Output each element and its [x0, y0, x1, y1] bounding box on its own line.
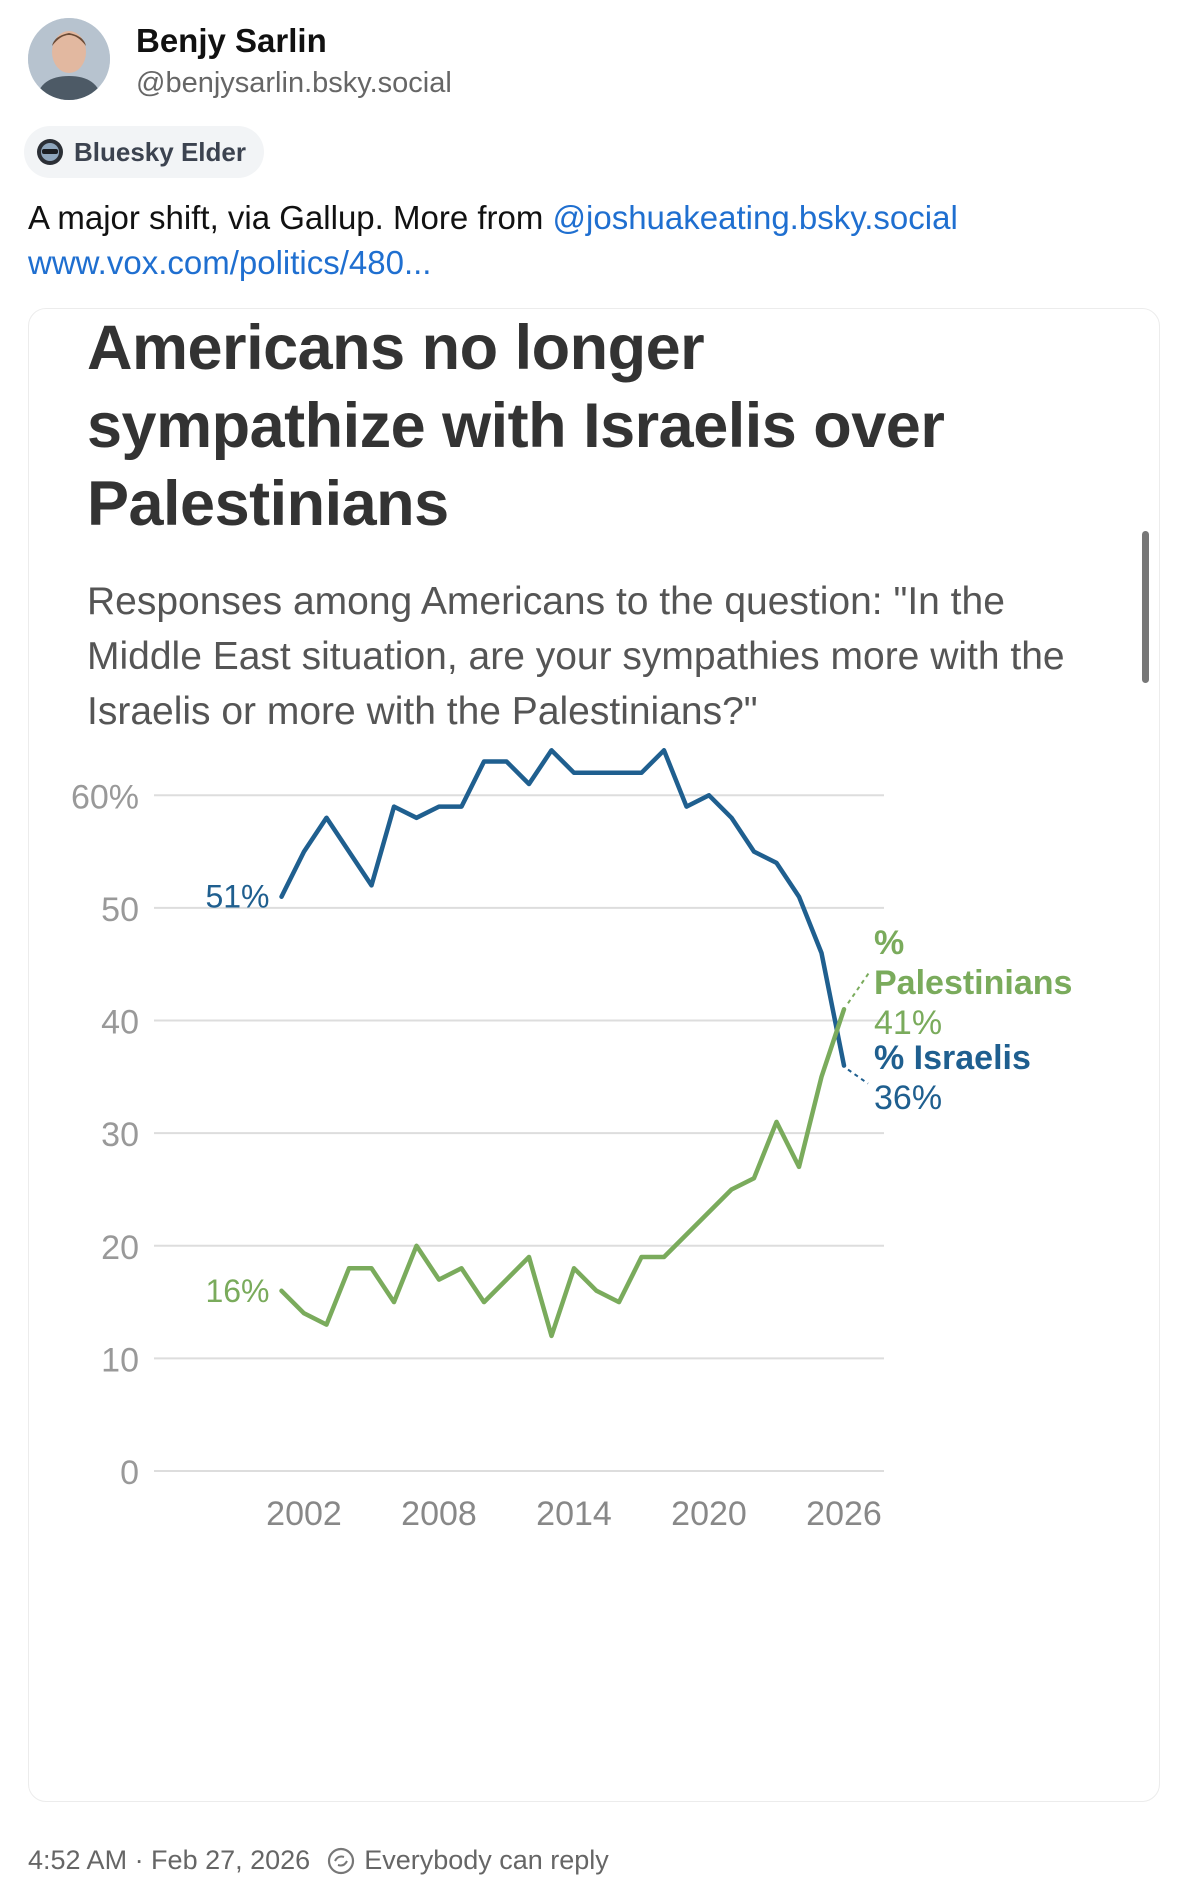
- series-line-israelis: [279, 748, 847, 1068]
- embedded-chart-image[interactable]: Americans no longer sympathize with Isra…: [28, 308, 1160, 1802]
- israelis-end-label: % Israelis: [874, 1039, 1031, 1077]
- israelis-leader-line: [847, 1068, 869, 1085]
- post-footer: 4:52 AM · Feb 27, 2026 Everybody can rep…: [28, 1845, 609, 1876]
- reply-setting[interactable]: Everybody can reply: [364, 1845, 609, 1875]
- palestinians-end-label: Palestinians: [874, 964, 1072, 1002]
- reply-settings-icon: [328, 1847, 355, 1874]
- israelis-end-value: 36%: [874, 1079, 942, 1117]
- line-chart: 0 10 20 30 40 50 60% 2002 2008 2014 2020 2026 51% 16%…: [71, 748, 1072, 1533]
- y-tick-label: 60%: [71, 778, 139, 816]
- badge-label: Bluesky Elder: [74, 136, 246, 167]
- series-start-label: 16%: [205, 1273, 269, 1309]
- x-tick-label: 2020: [671, 1495, 747, 1533]
- x-tick-label: 2008: [401, 1495, 477, 1533]
- x-tick-label: 2014: [536, 1495, 612, 1533]
- author-handle[interactable]: @benjysarlin.bsky.social: [136, 67, 452, 99]
- post-header: Benjy Sarlin @benjysarlin.bsky.social: [28, 18, 1128, 108]
- bluesky-elder-badge[interactable]: Bluesky Elder: [24, 126, 264, 178]
- y-tick-label: 40: [101, 1004, 139, 1042]
- y-tick-label: 50: [101, 891, 139, 929]
- post-text-body: A major shift, via Gallup. More from: [28, 199, 553, 236]
- chart-title: Americans no longer sympathize with Isra…: [87, 313, 945, 539]
- series-line-palestinians: [279, 1007, 847, 1339]
- x-tick-label: 2026: [806, 1495, 882, 1533]
- y-tick-label: 20: [101, 1229, 139, 1267]
- mention-link[interactable]: @joshuakeating.bsky.social: [552, 199, 958, 236]
- palestinians-end-value: 41%: [874, 1004, 942, 1042]
- timestamp[interactable]: 4:52 AM · Feb 27, 2026: [28, 1845, 311, 1875]
- y-tick-label: 30: [101, 1116, 139, 1154]
- chart-subtitle: Responses among Americans to the questio…: [87, 580, 1065, 733]
- post-text: A major shift, via Gallup. More from @jo…: [28, 195, 1158, 285]
- scrollbar[interactable]: [1142, 531, 1149, 683]
- y-tick-label: 10: [101, 1341, 139, 1379]
- series-start-label: 51%: [205, 879, 269, 915]
- palestinians-end-label-pct: %: [874, 924, 904, 962]
- y-tick-label: 0: [120, 1454, 139, 1492]
- palestinians-leader-line: [847, 970, 871, 1004]
- avatar-image: [28, 18, 110, 100]
- avatar[interactable]: [28, 18, 110, 100]
- elder-badge-icon: [37, 139, 63, 165]
- x-tick-label: 2002: [266, 1495, 342, 1533]
- author-name[interactable]: Benjy Sarlin: [136, 22, 327, 59]
- external-link[interactable]: www.vox.com/politics/480...: [28, 244, 432, 281]
